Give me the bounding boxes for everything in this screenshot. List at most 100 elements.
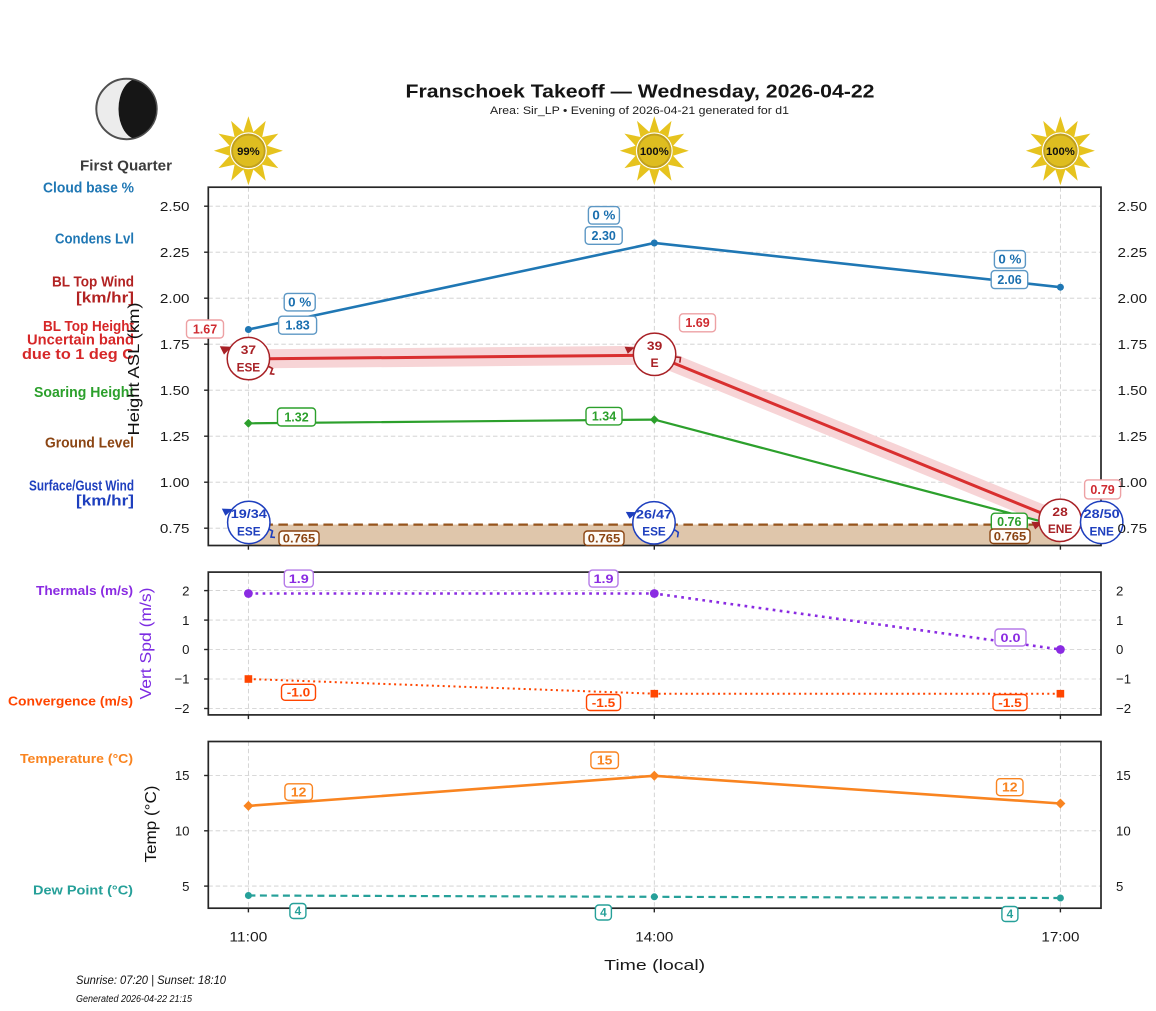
svg-text:Vert Spd (m/s): Vert Spd (m/s) — [138, 588, 155, 700]
svg-text:[km/hr]: [km/hr] — [76, 290, 134, 306]
svg-text:0.79: 0.79 — [1090, 483, 1114, 497]
svg-text:1.75: 1.75 — [1118, 337, 1148, 352]
svg-text:15: 15 — [175, 768, 190, 783]
svg-text:0.75: 0.75 — [1118, 521, 1148, 536]
svg-text:Uncertain band: Uncertain band — [27, 333, 134, 349]
svg-text:2.50: 2.50 — [160, 199, 190, 214]
svg-text:12: 12 — [291, 785, 307, 799]
svg-text:-1.0: -1.0 — [287, 686, 311, 700]
svg-text:BL Top Height: BL Top Height — [43, 319, 134, 335]
svg-text:10: 10 — [175, 824, 190, 839]
svg-text:−2: −2 — [174, 701, 189, 716]
svg-text:Surface/Gust Wind: Surface/Gust Wind — [29, 479, 134, 495]
svg-text:4: 4 — [295, 904, 302, 918]
svg-text:2.25: 2.25 — [160, 245, 190, 260]
svg-text:4: 4 — [1007, 907, 1014, 921]
svg-text:1.75: 1.75 — [160, 337, 190, 352]
svg-text:1.9: 1.9 — [289, 572, 309, 586]
svg-text:1.67: 1.67 — [193, 322, 217, 336]
svg-text:−1: −1 — [1116, 672, 1131, 687]
svg-text:15: 15 — [1116, 768, 1131, 783]
svg-text:5: 5 — [182, 879, 189, 894]
svg-text:0: 0 — [182, 642, 189, 657]
svg-text:Thermals (m/s): Thermals (m/s) — [36, 583, 133, 598]
svg-text:28/50: 28/50 — [1084, 507, 1120, 521]
svg-text:ESE: ESE — [237, 361, 261, 375]
svg-text:1.00: 1.00 — [1118, 475, 1148, 490]
svg-text:0.76: 0.76 — [997, 515, 1021, 529]
svg-text:Cloud base %: Cloud base % — [43, 180, 134, 196]
svg-text:Area: Sir_LP • Evening of 2026: Area: Sir_LP • Evening of 2026-04-21 gen… — [490, 105, 789, 117]
svg-text:BL Top Wind: BL Top Wind — [52, 275, 134, 291]
svg-text:1: 1 — [1116, 613, 1123, 628]
svg-text:2: 2 — [1116, 583, 1123, 598]
svg-text:2.25: 2.25 — [1118, 245, 1148, 260]
svg-text:28: 28 — [1052, 505, 1068, 519]
svg-text:19/34: 19/34 — [231, 507, 267, 521]
svg-text:100%: 100% — [640, 146, 669, 158]
svg-text:Convergence (m/s): Convergence (m/s) — [8, 694, 133, 709]
svg-text:0.765: 0.765 — [994, 530, 1027, 544]
svg-text:1.00: 1.00 — [160, 475, 190, 490]
svg-text:ENE: ENE — [1089, 524, 1114, 538]
svg-text:1.34: 1.34 — [592, 410, 616, 424]
svg-text:−2: −2 — [1116, 701, 1131, 716]
svg-text:0: 0 — [1116, 642, 1123, 657]
svg-text:10: 10 — [1116, 824, 1131, 839]
svg-text:4: 4 — [600, 906, 607, 920]
svg-text:2.50: 2.50 — [1118, 199, 1148, 214]
svg-text:1.32: 1.32 — [284, 410, 308, 424]
svg-text:11:00: 11:00 — [229, 929, 267, 944]
svg-text:Ground Level: Ground Level — [45, 435, 134, 451]
svg-text:Franschoek Takeoff — Wednesday: Franschoek Takeoff — Wednesday, 2026-04-… — [406, 81, 875, 102]
svg-text:Dew Point (°C): Dew Point (°C) — [33, 883, 133, 898]
svg-text:2.06: 2.06 — [997, 273, 1021, 287]
svg-text:1.9: 1.9 — [594, 572, 614, 586]
svg-text:26/47: 26/47 — [636, 507, 672, 521]
svg-text:ESE: ESE — [237, 524, 261, 538]
svg-text:0 %: 0 % — [592, 209, 615, 223]
svg-text:First Quarter: First Quarter — [80, 159, 172, 175]
svg-text:-1.5: -1.5 — [592, 696, 616, 710]
svg-text:2: 2 — [182, 583, 189, 598]
svg-text:Condens Lvl: Condens Lvl — [55, 232, 134, 248]
svg-text:1.50: 1.50 — [160, 383, 190, 398]
svg-text:17:00: 17:00 — [1041, 929, 1079, 944]
svg-text:0.75: 0.75 — [160, 521, 190, 536]
svg-text:due to 1 deg C: due to 1 deg C — [22, 347, 134, 363]
svg-text:Temp (°C): Temp (°C) — [143, 786, 160, 863]
svg-text:12: 12 — [1002, 781, 1018, 795]
svg-text:2.00: 2.00 — [1118, 291, 1148, 306]
svg-text:0 %: 0 % — [998, 253, 1021, 267]
svg-text:1.25: 1.25 — [160, 429, 190, 444]
svg-text:2.30: 2.30 — [592, 229, 616, 243]
svg-text:37: 37 — [241, 343, 257, 357]
svg-text:100%: 100% — [1046, 146, 1075, 158]
svg-text:Sunrise: 07:20 | Sunset: 18:10: Sunrise: 07:20 | Sunset: 18:10 — [76, 975, 227, 987]
svg-text:1.83: 1.83 — [285, 319, 309, 333]
svg-text:-1.5: -1.5 — [998, 696, 1022, 710]
svg-text:2.00: 2.00 — [160, 291, 190, 306]
svg-text:0 %: 0 % — [288, 296, 311, 310]
svg-text:−1: −1 — [174, 672, 189, 687]
svg-text:1.69: 1.69 — [685, 316, 709, 330]
svg-text:0.0: 0.0 — [1001, 631, 1021, 645]
svg-text:1.50: 1.50 — [1118, 383, 1148, 398]
svg-text:99%: 99% — [237, 146, 260, 158]
svg-text:39: 39 — [647, 339, 663, 353]
svg-text:Temperature (°C): Temperature (°C) — [20, 751, 133, 766]
svg-text:Generated 2026-04-22 21:15: Generated 2026-04-22 21:15 — [76, 994, 193, 1005]
svg-text:5: 5 — [1116, 879, 1123, 894]
svg-text:14:00: 14:00 — [635, 929, 673, 944]
svg-text:1.25: 1.25 — [1118, 429, 1148, 444]
svg-text:0.765: 0.765 — [283, 532, 316, 546]
svg-text:ESE: ESE — [642, 525, 666, 539]
svg-text:ENE: ENE — [1048, 522, 1073, 536]
svg-text:0.765: 0.765 — [588, 532, 621, 546]
svg-text:Soaring Height: Soaring Height — [34, 385, 134, 401]
svg-text:E: E — [651, 356, 659, 370]
svg-text:[km/hr]: [km/hr] — [76, 494, 134, 510]
svg-text:1: 1 — [182, 613, 189, 628]
svg-text:Time (local): Time (local) — [604, 957, 705, 974]
svg-text:Height ASL (km): Height ASL (km) — [126, 303, 143, 436]
